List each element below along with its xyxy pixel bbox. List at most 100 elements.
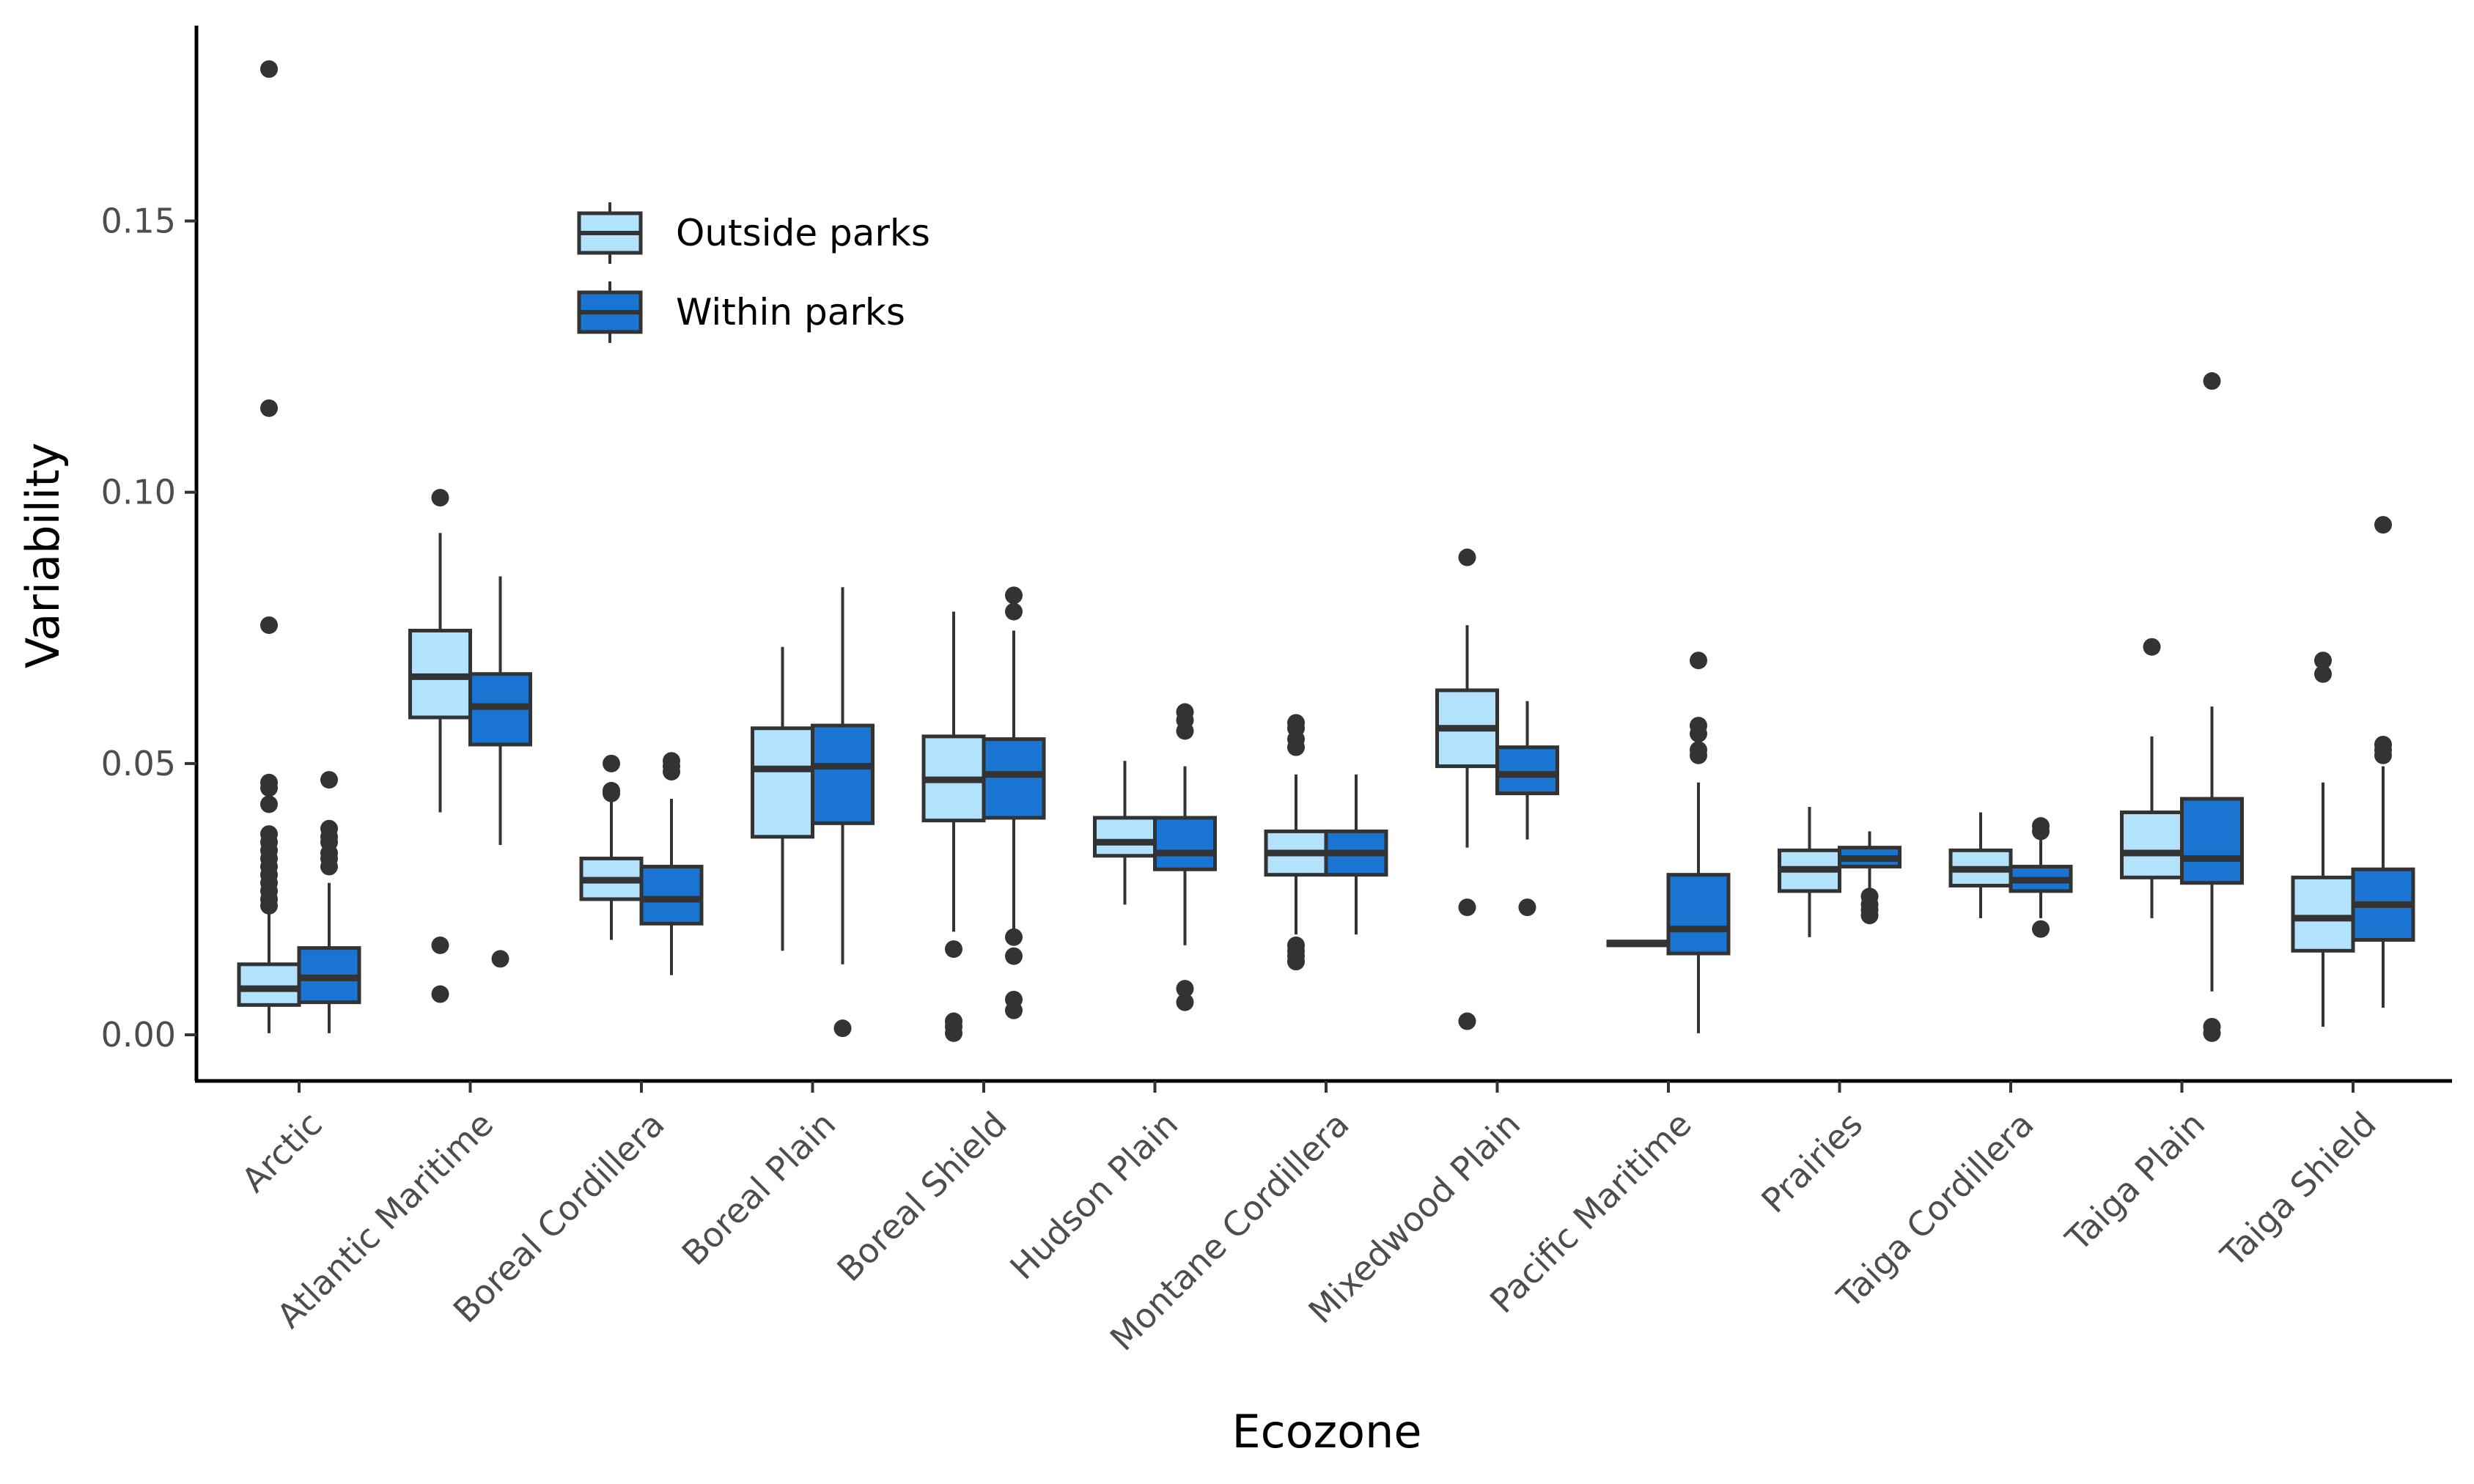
outlier-point <box>1287 738 1305 756</box>
box-body <box>1666 873 1731 956</box>
outlier-point <box>260 399 278 417</box>
outlier-point <box>1176 722 1194 740</box>
outlier-point <box>833 1019 852 1038</box>
x-tick-label: Prairies <box>1753 1104 1870 1221</box>
legend-label: Within parks <box>676 291 905 333</box>
box-outside-parks-arctic <box>237 60 301 1033</box>
box-body <box>2120 811 2184 879</box>
y-tick-labels: 0.00 0.05 0.10 0.15 <box>101 202 176 1055</box>
box-outside-parks-boreal-shield <box>921 611 986 1042</box>
x-tick-label: Boreal Shield <box>829 1104 1014 1289</box>
outlier-point <box>603 754 620 772</box>
x-axis-title: Ecozone <box>1232 1405 1421 1458</box>
box-outside-parks-pacific-maritime <box>1606 940 1671 948</box>
outlier-point <box>1690 725 1707 743</box>
outlier-point <box>1690 651 1707 670</box>
box-within-parks-prairies <box>1838 831 1901 925</box>
box-within-parks-taiga-plain <box>2180 372 2244 1042</box>
box-within-parks-hudson-plain <box>1153 703 1217 1011</box>
box-outside-parks-montane-cordillera <box>1264 714 1328 971</box>
outlier-point <box>431 985 449 1003</box>
outlier-point <box>260 779 278 797</box>
outlier-point <box>2374 516 2392 534</box>
outlier-point <box>2032 920 2050 938</box>
box-within-parks-boreal-cordillera <box>639 752 704 975</box>
outlier-point <box>2203 372 2221 390</box>
box-outside-parks-boreal-cordillera <box>579 754 644 940</box>
box-within-parks-taiga-cordillera <box>2009 817 2073 938</box>
box-within-parks-boreal-plain <box>811 587 875 1038</box>
y-tick-label: 0.10 <box>101 473 176 512</box>
box-body <box>639 865 704 926</box>
box-body <box>751 726 814 839</box>
outlier-point <box>2143 638 2161 656</box>
outlier-point <box>603 784 620 802</box>
box-within-parks-atlantic-maritime <box>468 576 532 968</box>
outlier-point <box>2314 651 2332 670</box>
outlier-point <box>945 1024 962 1042</box>
x-tick-label: Boreal Plain <box>674 1104 844 1274</box>
outlier-point <box>491 950 509 968</box>
outlier-point <box>1176 980 1194 998</box>
box-within-parks-pacific-maritime <box>1666 651 1731 1033</box>
outlier-point <box>1690 746 1707 764</box>
outlier-point <box>320 857 338 876</box>
box-outside-parks-atlantic-maritime <box>408 489 472 1003</box>
outlier-point <box>1458 898 1476 917</box>
box-outside-parks-mixedwood-plain <box>1435 548 1499 1030</box>
box-within-parks-arctic <box>297 771 361 1033</box>
outlier-point <box>260 60 278 78</box>
box-body <box>982 737 1046 820</box>
outlier-point <box>431 936 449 954</box>
box-within-parks-boreal-shield <box>982 586 1046 1019</box>
outlier-point <box>431 489 449 507</box>
legend: Outside parks Within parks <box>577 202 930 343</box>
x-tick-label: Taiga Shield <box>2213 1104 2384 1275</box>
box-body <box>2180 797 2244 885</box>
boxes-layer <box>237 60 2415 1042</box>
outlier-point <box>663 762 680 780</box>
box-body <box>1093 816 1157 858</box>
y-tick-label: 0.05 <box>101 744 176 783</box>
outlier-point <box>2032 822 2050 841</box>
outlier-point <box>1518 898 1536 917</box>
legend-item-within-parks: Within parks <box>577 281 905 343</box>
box-body <box>2291 875 2355 953</box>
box-body <box>1495 745 1559 796</box>
outlier-point <box>1287 953 1305 971</box>
box-outside-parks-prairies <box>1778 807 1841 937</box>
box-outside-parks-taiga-cordillera <box>1948 812 2013 918</box>
box-outside-parks-taiga-plain <box>2120 638 2184 918</box>
x-tick-label: Arctic <box>234 1104 330 1200</box>
outlier-point <box>1005 586 1023 605</box>
outlier-point <box>260 616 278 635</box>
y-tick-label: 0.00 <box>101 1015 176 1055</box>
box-within-parks-montane-cordillera <box>1324 774 1388 935</box>
box-body <box>1153 816 1217 871</box>
outlier-point <box>2203 1024 2221 1042</box>
box-body <box>237 962 301 1007</box>
box-within-parks-mixedwood-plain <box>1495 701 1559 917</box>
outlier-point <box>260 896 278 915</box>
outlier-point <box>1005 1001 1023 1019</box>
box-body <box>811 723 875 825</box>
outlier-point <box>2374 746 2392 764</box>
outlier-point <box>1458 1012 1476 1030</box>
outlier-point <box>1005 928 1023 946</box>
x-tick-label: Hudson Plain <box>1002 1104 1185 1288</box>
outlier-point <box>260 795 278 813</box>
box-outside-parks-boreal-plain <box>751 646 814 951</box>
outlier-point <box>1860 907 1879 925</box>
axes-layer <box>185 26 2452 1093</box>
outlier-point <box>1176 993 1194 1011</box>
legend-label: Outside parks <box>676 212 930 254</box>
y-axis-title: Variability <box>16 443 70 668</box>
outlier-point <box>1005 602 1023 621</box>
x-tick-label: Taiga Plain <box>2058 1104 2213 1260</box>
outlier-point <box>2314 665 2332 683</box>
y-tick-label: 0.15 <box>101 202 176 241</box>
box-outside-parks-hudson-plain <box>1093 761 1157 905</box>
box-within-parks-taiga-shield <box>2351 516 2415 1008</box>
